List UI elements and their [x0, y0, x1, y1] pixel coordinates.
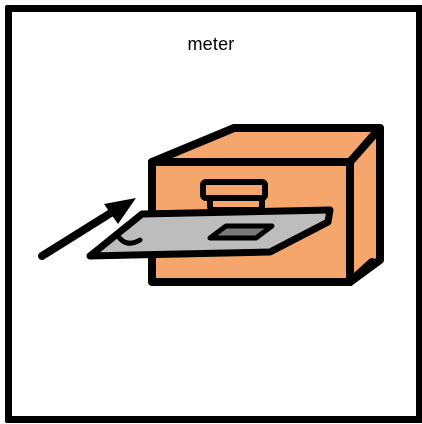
arrow-head: [104, 198, 136, 224]
box-foot: [346, 258, 376, 286]
card-notch: [115, 233, 143, 246]
arrow-shaft: [38, 202, 126, 260]
box-side: [346, 124, 384, 286]
pictogram-caption: meter: [187, 34, 235, 54]
card-window: [207, 223, 275, 241]
knob-top: [200, 179, 268, 201]
box-top: [148, 124, 384, 166]
inserted-card: [86, 206, 334, 260]
